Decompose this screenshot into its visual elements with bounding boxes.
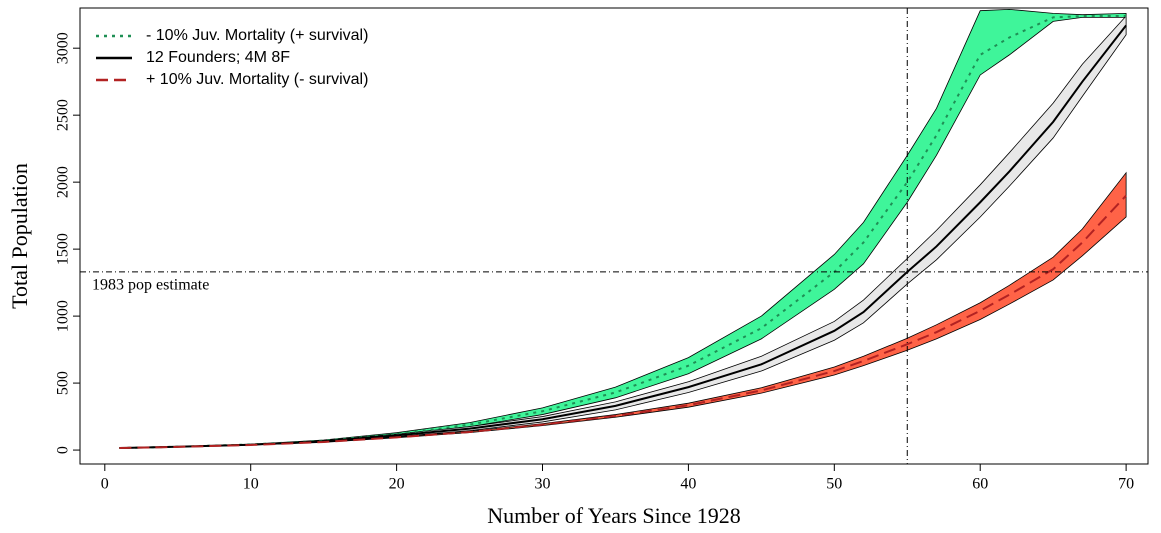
confidence-band — [118, 15, 1127, 449]
confidence-band — [118, 171, 1127, 449]
legend-label: + 10% Juv. Mortality (- survival) — [146, 71, 368, 88]
plot-area — [118, 8, 1127, 450]
x-tick-label: 30 — [535, 476, 551, 493]
y-tick-label: 2000 — [55, 166, 72, 198]
x-tick-label: 60 — [972, 476, 988, 493]
x-tick-label: 70 — [1118, 476, 1134, 493]
y-tick-label: 1000 — [55, 300, 72, 332]
x-axis-label: Number of Years Since 1928 — [487, 503, 741, 528]
y-tick-label: 500 — [55, 371, 72, 395]
legend-label: - 10% Juv. Mortality (+ survival) — [146, 27, 368, 44]
series-line — [119, 194, 1127, 450]
series-line — [119, 15, 1127, 450]
x-tick-label: 20 — [389, 476, 405, 493]
x-tick-label: 10 — [243, 476, 259, 493]
reference-label: 1983 pop estimate — [92, 277, 209, 294]
x-tick-label: 40 — [680, 476, 696, 493]
y-tick-label: 3000 — [55, 32, 72, 64]
x-tick-label: 0 — [101, 476, 109, 493]
y-axis-label: Total Population — [7, 163, 32, 309]
x-tick-label: 50 — [826, 476, 842, 493]
y-tick-label: 0 — [55, 446, 72, 454]
y-tick-label: 1500 — [55, 233, 72, 265]
legend-label: 12 Founders; 4M 8F — [146, 49, 290, 66]
y-tick-label: 2500 — [55, 99, 72, 131]
